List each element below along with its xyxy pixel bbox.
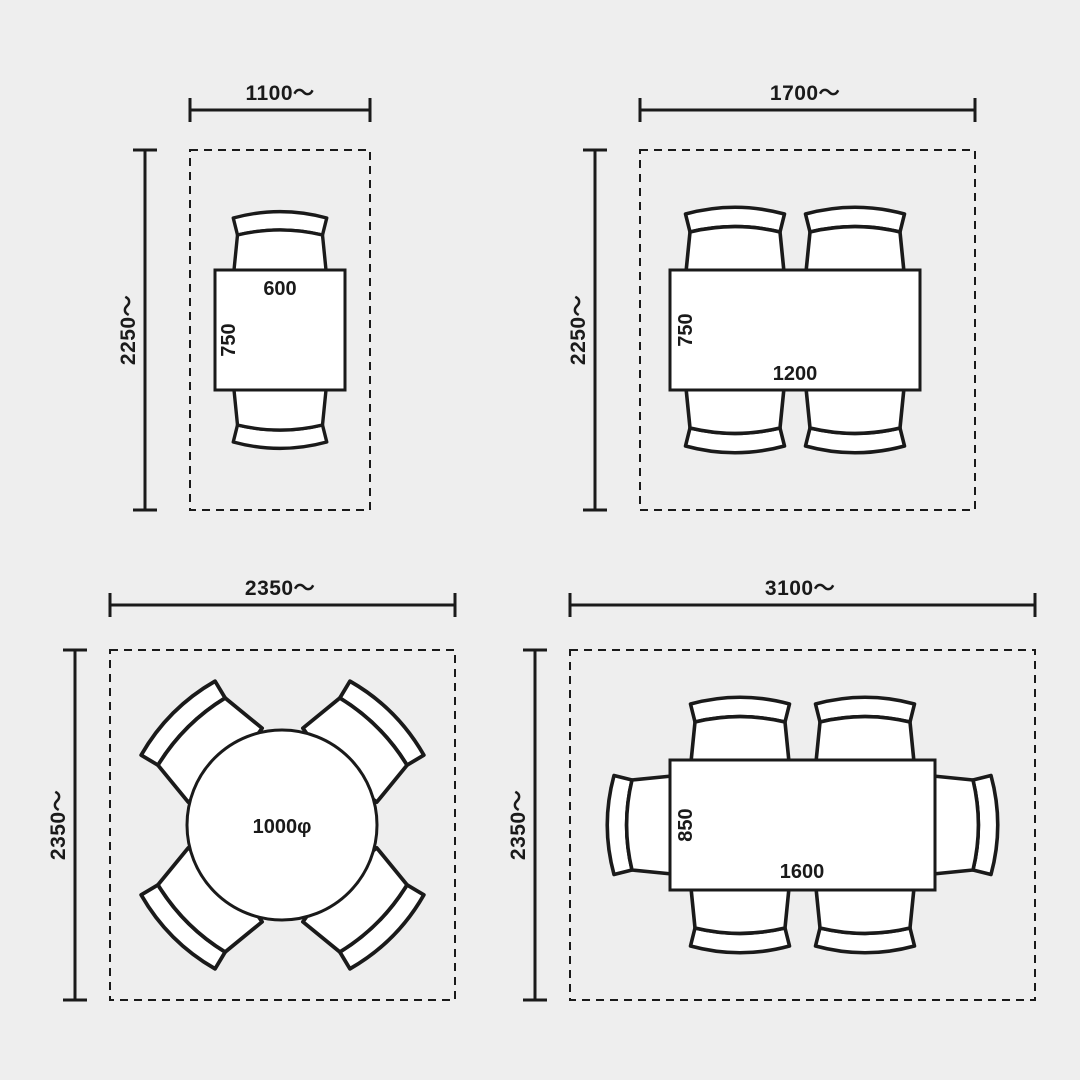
room-height-label: 2250〜	[117, 295, 140, 365]
layout-four-seater-rect: 1700〜 2250〜 1200 750	[567, 82, 975, 510]
table-width-label: 1600	[780, 861, 825, 883]
table-depth-label: 750	[675, 313, 697, 346]
room-height-label: 2350〜	[47, 790, 70, 860]
room-width-label: 3100〜	[765, 577, 835, 600]
room-height-label: 2250〜	[567, 295, 590, 365]
table-depth-label: 750	[218, 323, 240, 356]
room-width-label: 2350〜	[245, 577, 315, 600]
table-diameter-label: 1000φ	[253, 816, 312, 838]
table-width-label: 1200	[773, 363, 818, 385]
layout-two-seater: 1100〜 2250〜 600 750	[117, 82, 370, 510]
furniture-space-diagram: 1100〜 2250〜 600 750 1700〜 2250〜 1	[0, 0, 1080, 1080]
layout-six-seater-rect: 3100〜 2350〜 1600 850	[507, 577, 1035, 1000]
table-width-label: 600	[263, 278, 296, 300]
room-height-label: 2350〜	[507, 790, 530, 860]
room-width-label: 1100〜	[245, 82, 314, 105]
table-depth-label: 850	[675, 808, 697, 841]
room-width-label: 1700〜	[770, 82, 840, 105]
layout-four-seater-round: 2350〜 2350〜 1000φ	[47, 577, 455, 1000]
